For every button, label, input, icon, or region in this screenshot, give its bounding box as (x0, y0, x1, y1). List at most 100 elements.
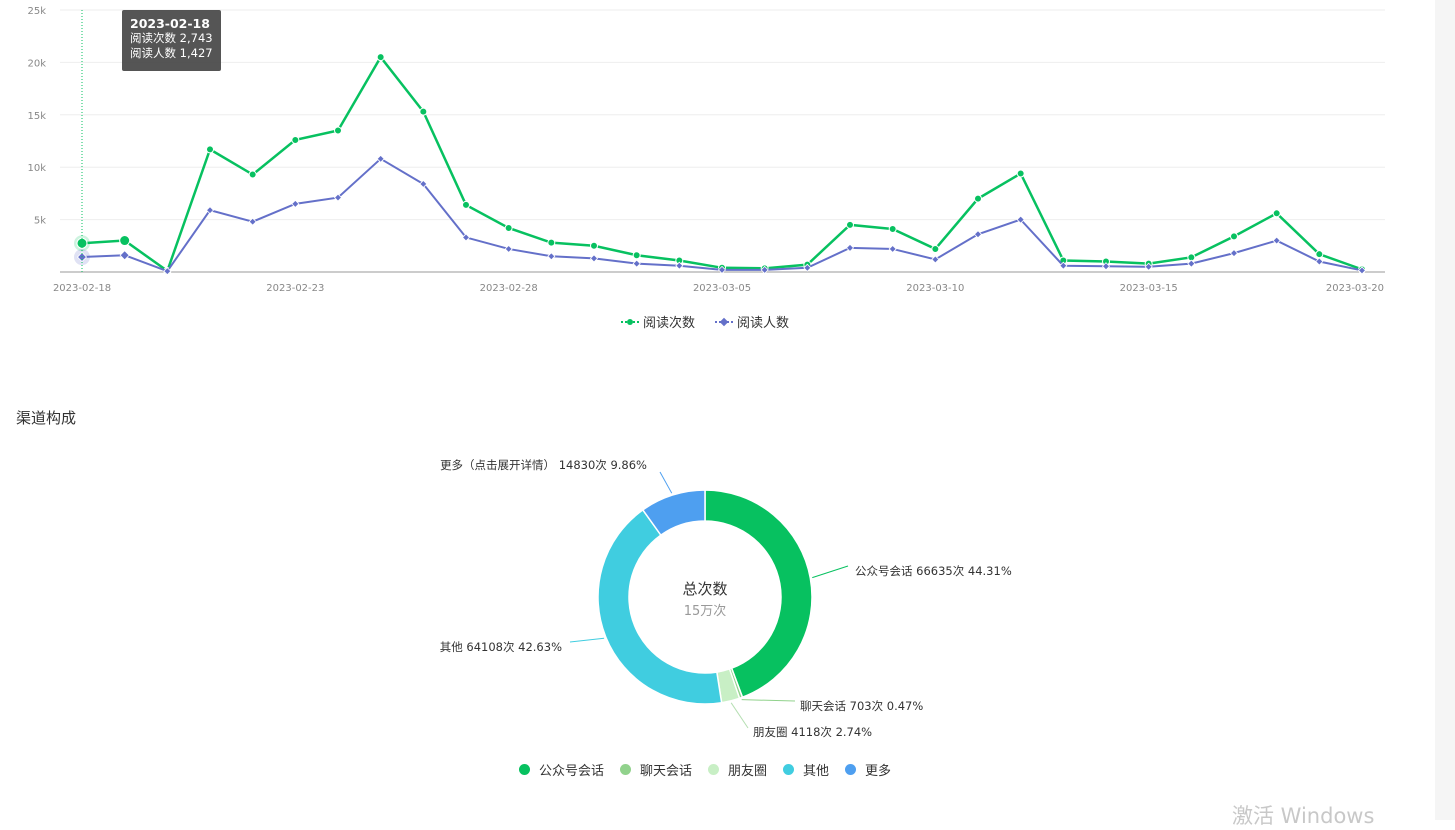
legend-label: 朋友圈 (727, 764, 767, 779)
data-point[interactable] (163, 267, 172, 276)
data-point[interactable] (419, 107, 428, 116)
data-point[interactable] (1230, 232, 1238, 241)
slice-label: 公众号会话 66635次 44.31% (855, 564, 1012, 578)
data-point[interactable] (1101, 262, 1111, 271)
legend-label-readers: 阅读人数 (737, 316, 790, 331)
legend-item-chat[interactable]: 聊天会话 (619, 760, 692, 779)
legend-item-other[interactable]: 其他 (783, 760, 829, 779)
data-point[interactable] (888, 244, 897, 254)
data-point[interactable] (291, 135, 300, 144)
data-point[interactable] (1016, 215, 1025, 224)
donut-center-title: 总次数 (682, 580, 728, 598)
donut-chart: 公众号会话 66635次 44.31% 聊天会话 703次 0.47% 朋友圈 41… (440, 458, 1012, 739)
chart-tooltip: 2023-02-18 阅读次数 2,743 阅读人数 1,427 (122, 10, 221, 71)
data-point[interactable] (119, 250, 130, 261)
data-point[interactable] (547, 238, 556, 247)
data-point[interactable] (803, 263, 812, 272)
data-point[interactable] (1315, 257, 1324, 266)
x-tick-label: 2023-02-23 (266, 283, 324, 294)
data-point[interactable] (974, 194, 982, 203)
data-point[interactable] (291, 199, 300, 208)
data-point[interactable] (1144, 262, 1153, 271)
data-point[interactable] (206, 145, 214, 154)
data-point[interactable] (1016, 169, 1025, 178)
legend-label: 更多 (865, 764, 892, 779)
legend-item-moments[interactable]: 朋友圈 (707, 760, 767, 779)
x-tick-label: 2023-03-05 (693, 283, 751, 294)
series-line (81, 54, 1363, 273)
scrollbar-track[interactable] (1435, 0, 1455, 820)
legend-label: 其他 (803, 764, 830, 779)
donut-labels: 公众号会话 66635次 44.31% 聊天会话 703次 0.47% 朋友圈 41… (440, 458, 1012, 739)
label-leader-line (812, 565, 849, 579)
data-point[interactable] (76, 251, 88, 263)
data-point[interactable] (119, 235, 131, 247)
data-point[interactable] (461, 233, 471, 242)
gridlines (60, 9, 1385, 273)
x-axis-ticks: 2023-02-18 2023-02-23 2023-02-28 2023-03-05… (53, 283, 1384, 294)
donut-slice[interactable] (704, 489, 813, 699)
slice-label: 聊天会话 703次 0.47% (800, 699, 923, 713)
x-tick-label: 2023-02-18 (53, 283, 111, 294)
data-point[interactable] (76, 237, 88, 249)
data-point[interactable] (334, 126, 342, 135)
data-point[interactable] (1315, 250, 1324, 259)
tooltip-date: 2023-02-18 (130, 16, 210, 31)
data-point[interactable] (547, 252, 556, 261)
data-point[interactable] (1229, 249, 1239, 258)
y-tick-label: 25k (27, 6, 46, 17)
legend-item-reads[interactable]: 阅读次数 (620, 312, 695, 331)
data-point[interactable] (462, 200, 470, 209)
legend-label-reads: 阅读次数 (642, 316, 695, 331)
x-tick-label: 2023-03-10 (906, 283, 964, 294)
data-point[interactable] (589, 254, 599, 263)
data-point[interactable] (248, 170, 257, 179)
data-point[interactable] (419, 179, 428, 189)
data-point[interactable] (717, 265, 727, 274)
data-point[interactable] (590, 241, 598, 250)
data-point[interactable] (931, 255, 940, 264)
data-point[interactable] (760, 265, 769, 274)
data-point[interactable] (1059, 261, 1068, 270)
legend-dot-icon (845, 764, 857, 775)
data-point[interactable] (845, 243, 855, 252)
legend-item-official-chat[interactable]: 公众号会话 (518, 760, 604, 779)
slice-label: 朋友圈 4118次 2.74% (753, 725, 872, 739)
legend-label: 公众号会话 (538, 764, 604, 779)
data-point[interactable] (973, 230, 983, 239)
x-tick-label: 2023-02-28 (480, 283, 538, 294)
data-point[interactable] (632, 259, 641, 268)
data-point[interactable] (846, 220, 854, 229)
data-point[interactable] (333, 193, 343, 202)
y-tick-label: 20k (27, 58, 46, 69)
data-point[interactable] (504, 244, 513, 254)
data-point[interactable] (1272, 236, 1281, 245)
data-point[interactable] (504, 223, 513, 232)
data-point[interactable] (205, 206, 215, 215)
data-point[interactable] (632, 251, 641, 260)
data-point[interactable] (931, 244, 940, 253)
data-point[interactable] (248, 217, 257, 226)
donut-slice[interactable] (597, 508, 723, 705)
legend-item-more[interactable]: 更多 (845, 760, 891, 779)
donut-center-subtitle: 15万次 (683, 604, 727, 619)
data-point[interactable] (1272, 209, 1281, 218)
y-tick-label: 15k (27, 111, 46, 122)
windows-activation-watermark: 激活 Windows (1232, 804, 1375, 828)
data-point[interactable] (376, 53, 385, 62)
donut-slices (597, 489, 813, 705)
data-point[interactable] (1187, 259, 1196, 268)
data-point[interactable] (1357, 266, 1367, 275)
data-point[interactable] (376, 154, 385, 163)
donut-legend: 公众号会话 聊天会话 朋友圈 其他 更多 (0, 760, 1410, 779)
legend-item-readers[interactable]: 阅读人数 (715, 312, 789, 331)
donut-slice[interactable] (641, 489, 706, 537)
label-leader-line (730, 702, 749, 729)
data-point[interactable] (675, 261, 684, 270)
tooltip-line-reads: 阅读次数 2,743 (130, 31, 213, 45)
x-tick-label: 2023-03-15 (1120, 283, 1178, 294)
section-title: 渠道构成 (16, 409, 77, 427)
y-tick-label: 10k (27, 163, 46, 174)
data-point[interactable] (888, 225, 897, 234)
